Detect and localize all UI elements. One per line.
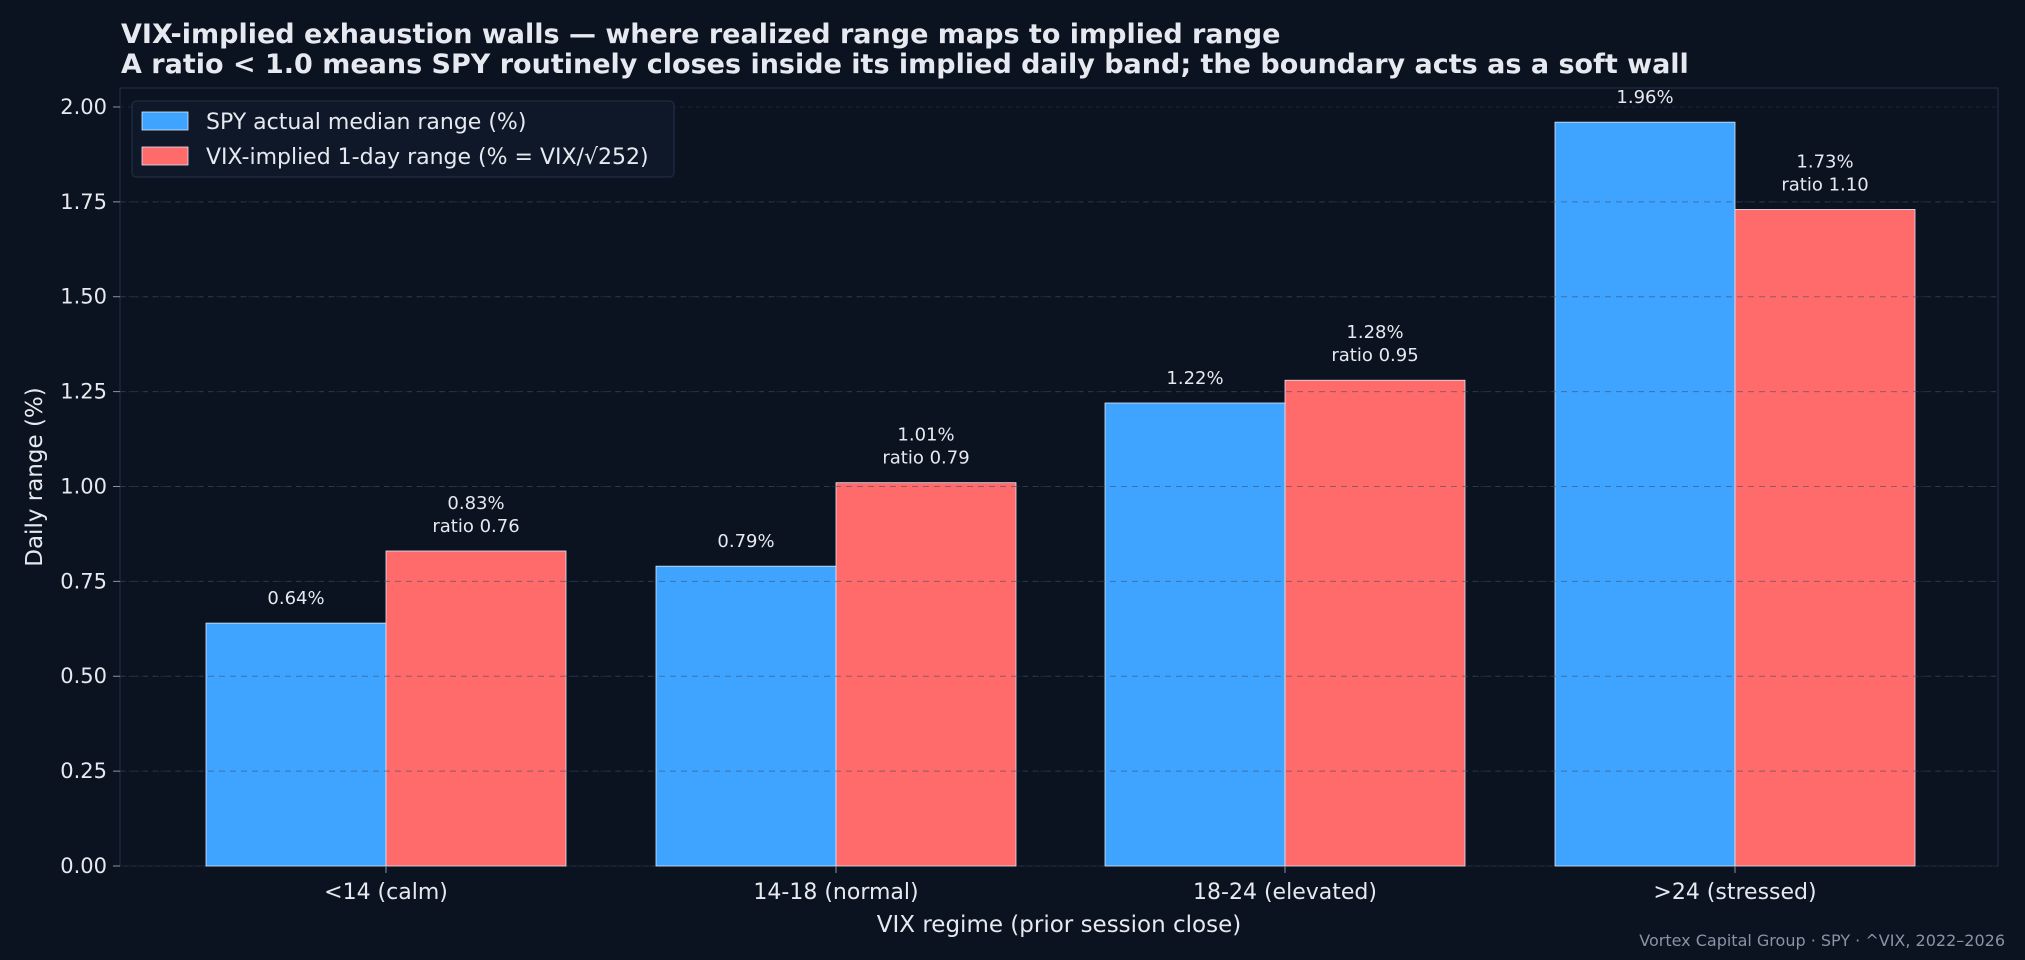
ratio-label: ratio 1.10	[1781, 174, 1868, 195]
spy-bar	[1554, 121, 1736, 867]
ratio-label: ratio 0.95	[1331, 345, 1418, 366]
ratio-label: ratio 0.76	[432, 516, 519, 537]
y-tick-label: 0.50	[60, 664, 107, 688]
chart-subtitle: A ratio < 1.0 means SPY routinely closes…	[121, 49, 1689, 80]
spy-value-label: 0.79%	[717, 531, 774, 552]
legend-box	[131, 100, 675, 178]
spy-bar	[205, 622, 387, 867]
vix-value-label: 1.28%	[1346, 322, 1403, 343]
y-tick-label: 1.75	[60, 190, 107, 214]
x-tick-label: <14 (calm)	[324, 880, 448, 905]
spy-value-label: 0.64%	[267, 588, 324, 609]
legend-swatch-spy	[141, 111, 189, 131]
y-tick-label: 2.00	[60, 95, 107, 119]
vix-bar	[1734, 209, 1916, 867]
x-axis-label: VIX regime (prior session close)	[877, 912, 1241, 938]
spy-bar	[1104, 402, 1286, 867]
vix-bar	[835, 482, 1017, 867]
y-tick-label: 1.50	[60, 285, 107, 309]
vix-bar	[385, 550, 567, 867]
y-axis-label: Daily range (%)	[22, 387, 48, 567]
x-tick-label: >24 (stressed)	[1653, 880, 1816, 905]
x-tick-label: 18-24 (elevated)	[1193, 880, 1377, 905]
vix-value-label: 0.83%	[447, 493, 504, 514]
vix-value-label: 1.73%	[1796, 151, 1853, 172]
vix-bar	[1284, 379, 1466, 867]
legend-swatch-vix	[141, 146, 189, 166]
y-tick-label: 1.00	[60, 474, 107, 498]
x-tick-label: 14-18 (normal)	[753, 880, 918, 905]
spy-value-label: 1.96%	[1616, 87, 1673, 108]
title-block: VIX-implied exhaustion walls — where rea…	[121, 20, 1689, 80]
spy-bar	[655, 565, 837, 867]
y-tick-label: 0.25	[60, 759, 107, 783]
legend-label-spy: SPY actual median range (%)	[206, 110, 526, 135]
legend-label-vix: VIX-implied 1-day range (% = VIX/√252)	[206, 145, 649, 170]
spy-value-label: 1.22%	[1166, 368, 1223, 389]
y-tick-label: 1.25	[60, 380, 107, 404]
chart-title: VIX-implied exhaustion walls — where rea…	[121, 19, 1281, 50]
ratio-label: ratio 0.79	[882, 448, 969, 469]
footer-source: Vortex Capital Group · SPY · ^VIX, 2022–…	[1639, 931, 2005, 950]
y-tick-label: 0.00	[60, 854, 107, 878]
y-tick-label: 0.75	[60, 569, 107, 593]
vix-value-label: 1.01%	[897, 425, 954, 446]
